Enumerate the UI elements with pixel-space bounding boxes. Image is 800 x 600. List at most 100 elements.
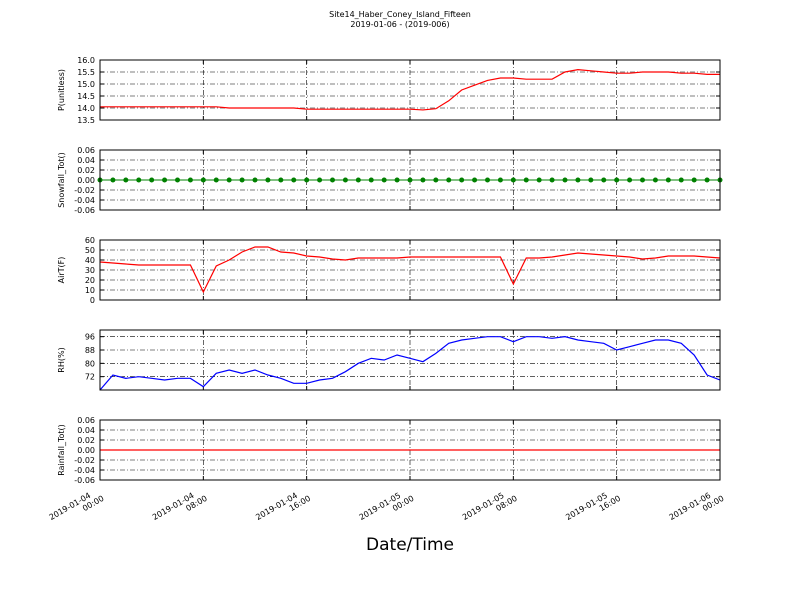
x-tick-label: 2019-01-0516:00 bbox=[564, 486, 622, 530]
data-point bbox=[562, 177, 568, 183]
y-tick-label: 96 bbox=[85, 333, 95, 342]
data-point bbox=[575, 177, 581, 183]
data-point bbox=[187, 177, 193, 183]
data-point bbox=[368, 177, 374, 183]
y-tick-label: 14.5 bbox=[77, 92, 95, 101]
data-line bbox=[99, 336, 721, 391]
x-tick-label: 2019-01-0408:00 bbox=[151, 486, 209, 530]
x-tick-label: 2019-01-0508:00 bbox=[461, 486, 519, 530]
data-point bbox=[665, 177, 671, 183]
y-tick-label: 15.5 bbox=[77, 68, 95, 77]
y-tick-label: 13.5 bbox=[77, 116, 95, 125]
y-tick-label: 0.02 bbox=[77, 436, 95, 445]
data-point bbox=[601, 177, 607, 183]
data-point bbox=[407, 177, 413, 183]
data-point bbox=[355, 177, 361, 183]
data-point bbox=[110, 177, 116, 183]
y-tick-label: 10 bbox=[85, 286, 95, 295]
data-point bbox=[291, 177, 297, 183]
y-tick-label: 88 bbox=[85, 346, 95, 355]
plot-frame bbox=[99, 329, 721, 391]
y-axis-label: Rainfall_Tot() bbox=[57, 424, 66, 476]
y-tick-label: 40 bbox=[85, 256, 95, 265]
data-point bbox=[330, 177, 335, 183]
x-tick-label: 2019-01-0400:00 bbox=[48, 486, 106, 530]
data-line bbox=[100, 68, 720, 111]
y-tick-label: 0 bbox=[90, 296, 95, 305]
data-point bbox=[704, 177, 710, 183]
y-tick-label: 50 bbox=[85, 246, 95, 255]
y-tick-label: 0.06 bbox=[77, 416, 95, 425]
data-point bbox=[459, 177, 465, 183]
y-tick-label: -0.04 bbox=[74, 466, 95, 475]
data-point bbox=[317, 177, 323, 183]
y-tick-label: 60 bbox=[85, 236, 95, 245]
y-tick-label: 0.00 bbox=[77, 176, 95, 185]
data-point bbox=[175, 177, 180, 183]
y-axis-label: P(unitless) bbox=[57, 69, 66, 111]
data-point bbox=[536, 177, 542, 183]
y-tick-label: 0.04 bbox=[77, 426, 95, 435]
y-tick-label: -0.06 bbox=[74, 206, 95, 215]
x-tick-label: 2019-01-0500:00 bbox=[358, 486, 416, 530]
data-point bbox=[394, 177, 400, 183]
plot-frame bbox=[99, 149, 721, 211]
data-point bbox=[497, 177, 503, 183]
y-axis-label: Snowfall_Tot() bbox=[57, 152, 66, 208]
x-tick-label: 2019-01-0416:00 bbox=[254, 486, 312, 530]
data-point bbox=[640, 177, 645, 183]
y-tick-label: -0.06 bbox=[74, 476, 95, 485]
y-tick-label: 30 bbox=[85, 266, 95, 275]
y-axis-label: AirT(F) bbox=[57, 257, 66, 284]
y-tick-label: -0.04 bbox=[74, 196, 95, 205]
data-point bbox=[446, 177, 452, 183]
data-point bbox=[433, 177, 439, 183]
data-point bbox=[265, 177, 271, 183]
data-point bbox=[652, 177, 658, 183]
y-tick-label: 0.06 bbox=[77, 146, 95, 155]
data-point bbox=[342, 177, 348, 183]
y-tick-label: 14.0 bbox=[77, 104, 95, 113]
data-point bbox=[162, 177, 168, 183]
data-point bbox=[523, 177, 529, 183]
data-point bbox=[420, 177, 426, 183]
data-point bbox=[149, 177, 155, 183]
plot-frame bbox=[99, 419, 721, 481]
x-axis-label: Date/Time bbox=[366, 535, 454, 555]
data-point bbox=[678, 177, 684, 183]
data-point bbox=[278, 177, 284, 183]
y-tick-label: -0.02 bbox=[74, 456, 95, 465]
chart-title: Site14_Haber_Coney_Island_Fifteen bbox=[329, 10, 471, 19]
y-axis-label: RH(%) bbox=[57, 347, 66, 372]
y-tick-label: 16.0 bbox=[77, 56, 95, 65]
data-point bbox=[381, 177, 387, 183]
y-tick-label: 20 bbox=[85, 276, 95, 285]
data-point bbox=[136, 177, 142, 183]
data-point bbox=[123, 177, 129, 183]
data-point bbox=[213, 177, 219, 183]
data-point bbox=[239, 177, 245, 183]
data-point bbox=[510, 177, 516, 183]
data-point bbox=[472, 177, 478, 183]
data-point bbox=[614, 177, 620, 183]
data-point bbox=[304, 177, 310, 183]
y-tick-label: 80 bbox=[85, 359, 95, 368]
chart-subtitle: 2019-01-06 - (2019-006) bbox=[350, 20, 449, 29]
y-tick-label: 15.0 bbox=[77, 80, 95, 89]
y-tick-label: -0.02 bbox=[74, 186, 95, 195]
data-point bbox=[226, 177, 232, 183]
y-tick-label: 72 bbox=[85, 373, 95, 382]
data-line bbox=[99, 246, 721, 294]
data-point bbox=[485, 177, 490, 183]
data-point bbox=[627, 177, 633, 183]
plot-frame bbox=[99, 59, 721, 121]
data-point bbox=[588, 177, 594, 183]
x-tick-label: 2019-01-0600:00 bbox=[668, 486, 726, 530]
plot-frame bbox=[99, 239, 721, 301]
data-point bbox=[549, 177, 555, 183]
data-point bbox=[200, 177, 206, 183]
y-tick-label: 0.02 bbox=[77, 166, 95, 175]
data-point bbox=[252, 177, 258, 183]
y-tick-label: 0.00 bbox=[77, 446, 95, 455]
